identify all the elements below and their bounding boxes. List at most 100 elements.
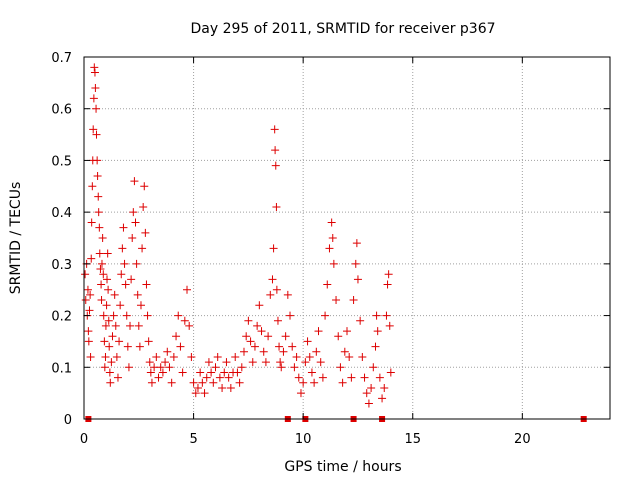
data-point <box>92 104 101 113</box>
data-point <box>146 368 155 377</box>
data-point <box>352 239 361 248</box>
data-point <box>87 218 96 227</box>
data-point <box>187 352 196 361</box>
y-tick-label: 0.1 <box>51 361 72 376</box>
data-point <box>321 311 330 320</box>
data-point <box>305 352 314 361</box>
data-point <box>110 290 119 299</box>
data-point <box>372 311 381 320</box>
data-point <box>136 301 145 310</box>
data-point <box>314 327 323 336</box>
data-point <box>138 244 147 253</box>
data-points <box>81 63 587 422</box>
data-point <box>253 321 262 330</box>
data-point <box>281 332 290 341</box>
data-point <box>367 383 376 392</box>
data-point <box>244 316 253 325</box>
grid <box>84 56 610 419</box>
data-point <box>106 378 115 387</box>
data-point <box>242 332 251 341</box>
data-point <box>202 373 211 382</box>
data-point <box>172 332 181 341</box>
data-point <box>118 244 127 253</box>
data-point <box>286 311 295 320</box>
data-point <box>288 342 297 351</box>
data-point <box>222 358 231 367</box>
data-point <box>95 223 104 232</box>
data-point <box>100 363 109 372</box>
data-point <box>180 316 189 325</box>
data-point <box>142 280 151 289</box>
data-point <box>246 337 255 346</box>
data-point <box>87 254 96 263</box>
data-point <box>96 265 105 274</box>
data-point <box>109 311 118 320</box>
data-point <box>215 373 224 382</box>
y-tick-label: 0 <box>64 413 72 428</box>
y-axis-label: SRMTID / TECUs <box>8 182 24 295</box>
data-point <box>301 358 310 367</box>
data-point <box>257 327 266 336</box>
data-point <box>360 373 369 382</box>
data-point <box>231 352 240 361</box>
data-point <box>193 383 202 392</box>
data-point <box>356 316 365 325</box>
data-point <box>386 368 395 377</box>
data-point <box>343 327 351 336</box>
y-tick-label: 0.6 <box>51 103 72 118</box>
data-point <box>189 378 198 387</box>
data-point <box>145 358 154 367</box>
data-point <box>373 327 382 336</box>
data-point <box>83 285 92 294</box>
data-point <box>250 342 259 351</box>
data-point <box>91 84 100 93</box>
data-point <box>276 358 285 367</box>
data-point <box>163 347 172 356</box>
data-point <box>327 218 336 227</box>
data-point <box>307 368 316 377</box>
data-point <box>351 259 360 268</box>
data-point <box>332 296 341 305</box>
data-point <box>382 311 391 320</box>
data-point <box>271 146 280 155</box>
data-point <box>200 389 209 398</box>
data-point <box>213 352 222 361</box>
data-point <box>375 373 384 382</box>
data-point <box>97 259 106 268</box>
data-point <box>112 352 121 361</box>
data-point <box>97 296 106 305</box>
data-point <box>248 358 257 367</box>
chart-title: Day 295 of 2011, SRMTID for receiver p36… <box>190 21 495 37</box>
data-point <box>283 290 292 299</box>
data-point <box>104 316 113 325</box>
data-point <box>129 208 138 217</box>
y-tick-label: 0.7 <box>51 51 72 66</box>
data-point <box>279 347 288 356</box>
y-tick-label: 0.4 <box>51 206 72 221</box>
data-point <box>353 275 362 284</box>
data-point <box>101 352 110 361</box>
data-point <box>347 373 356 382</box>
x-axis-label: GPS time / hours <box>284 459 401 475</box>
data-point <box>143 311 152 320</box>
data-point <box>127 275 136 284</box>
data-point <box>135 342 144 351</box>
data-point <box>130 177 139 186</box>
data-point <box>105 342 114 351</box>
data-point <box>90 63 99 72</box>
data-point <box>255 301 264 310</box>
data-point <box>161 358 170 367</box>
data-point <box>266 290 275 299</box>
data-point <box>371 342 380 351</box>
data-point <box>174 311 183 320</box>
data-point <box>120 259 129 268</box>
data-point <box>117 270 126 279</box>
y-tick-label: 0.5 <box>51 154 72 169</box>
data-point <box>211 363 220 372</box>
data-point <box>132 259 141 268</box>
data-point <box>98 234 107 242</box>
data-point <box>340 347 349 356</box>
data-point <box>141 228 150 237</box>
data-point <box>124 363 133 372</box>
data-point <box>185 321 194 330</box>
